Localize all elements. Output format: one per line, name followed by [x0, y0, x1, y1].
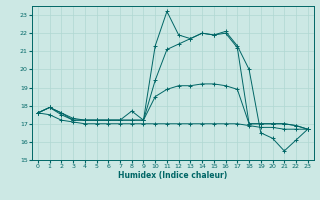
X-axis label: Humidex (Indice chaleur): Humidex (Indice chaleur)	[118, 171, 228, 180]
